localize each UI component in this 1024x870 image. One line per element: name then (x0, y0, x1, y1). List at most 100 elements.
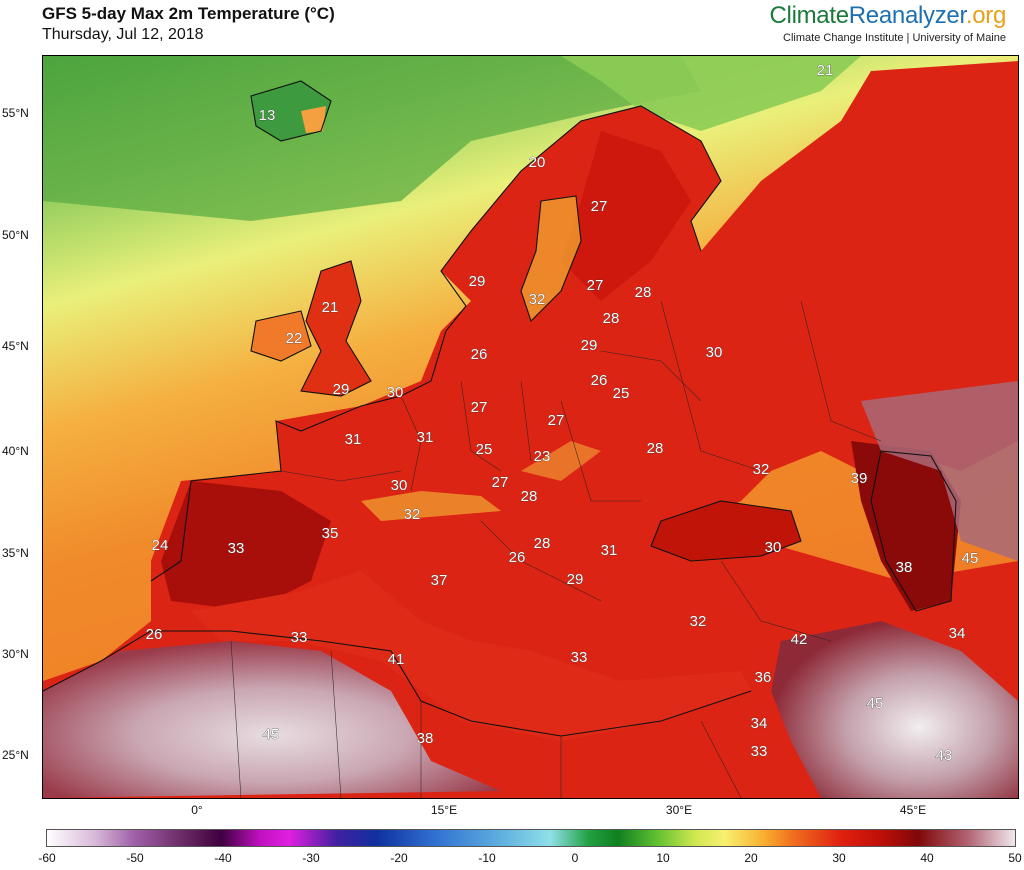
ireland (251, 311, 311, 361)
lat-label-25: 25°N (2, 748, 29, 762)
temperature-label: 45 (962, 550, 979, 567)
steppe-extreme (861, 381, 1018, 561)
colorbar-tick: 30 (832, 851, 846, 865)
black-sea (651, 501, 801, 561)
colorbar-tick: 40 (920, 851, 934, 865)
arabia-desert (771, 621, 1018, 798)
arctic-cold-zone (43, 56, 701, 221)
temperature-label: 33 (571, 649, 588, 666)
lon-label-45e: 45°E (899, 803, 927, 817)
lat-label-55: 55°N (2, 106, 29, 120)
temperature-label: 24 (152, 537, 169, 554)
iceland-warm-spot (301, 106, 326, 133)
temperature-label: 29 (567, 571, 584, 588)
temperature-label: 21 (322, 299, 339, 316)
temperature-label: 27 (548, 412, 565, 429)
coastline-europe (150, 105, 722, 582)
temperature-label: 38 (417, 730, 434, 747)
colorbar-tick: -60 (38, 851, 56, 865)
map-title: GFS 5-day Max 2m Temperature (°C) (42, 4, 335, 23)
temperature-label: 39 (851, 470, 868, 487)
colorbar-tick: -30 (302, 851, 320, 865)
carpathian-band (521, 441, 601, 481)
coastline-britain (300, 260, 372, 397)
colorbar (46, 829, 1016, 847)
temperature-label: 43 (936, 747, 953, 764)
temperature-label: 26 (471, 346, 488, 363)
temperature-label: 33 (228, 540, 245, 557)
colorbar-tick: -20 (390, 851, 408, 865)
border-lines-east (480, 300, 882, 642)
colorbar-tick: 0 (571, 851, 579, 865)
temperature-label: 20 (529, 154, 546, 171)
temperature-label: 29 (333, 381, 350, 398)
coastline-ireland (250, 310, 312, 362)
temperature-label: 29 (469, 273, 486, 290)
temperature-label: 28 (521, 488, 538, 505)
lat-label-40: 40°N (2, 444, 29, 458)
colorbar-tick: -40 (214, 851, 232, 865)
arctic-coast-green (561, 56, 861, 131)
coastline-north-africa (43, 630, 752, 737)
temperature-map[interactable]: 21 13 20 27 29 32 27 28 21 28 22 29 26 30 26 29 30 25 27 27… (42, 55, 1019, 799)
temperature-label: 26 (591, 372, 608, 389)
temperature-label: 33 (291, 629, 308, 646)
temperature-label: 41 (388, 651, 405, 668)
temperature-label: 32 (753, 461, 770, 478)
temperature-label: 27 (492, 474, 509, 491)
lon-label-0: 0° (191, 803, 203, 817)
temperature-label: 28 (603, 310, 620, 327)
baltic-sea (521, 196, 581, 321)
temperature-label: 27 (591, 198, 608, 215)
temperature-label: 28 (647, 440, 664, 457)
lon-label-15e: 15°E (430, 803, 458, 817)
temperature-label: 30 (765, 539, 782, 556)
temperature-label: 30 (706, 344, 723, 361)
coastline-iceland (250, 80, 332, 142)
colorbar-tick: 50 (1008, 851, 1022, 865)
affiliation: Climate Change Institute | University of… (783, 32, 1006, 44)
brand-part-climate: Climate (769, 2, 850, 29)
temperature-label: 13 (259, 107, 276, 124)
temperature-label: 31 (417, 429, 434, 446)
temperature-label: 32 (529, 291, 546, 308)
border-lines-africa (230, 640, 742, 798)
colorbar-tick: 20 (744, 851, 758, 865)
caspian-heat (851, 441, 961, 611)
temperature-label: 28 (534, 535, 551, 552)
temperature-label: 45 (263, 726, 280, 743)
temperature-label: 34 (751, 715, 768, 732)
temperature-label: 32 (690, 613, 707, 630)
lat-label-45: 45°N (2, 339, 29, 353)
temperature-label: 25 (476, 441, 493, 458)
temperature-label: 22 (286, 330, 303, 347)
temperature-label: 38 (896, 559, 913, 576)
map-date: Thursday, Jul 12, 2018 (42, 26, 204, 43)
brand-logo[interactable]: ClimateReanalyzer.org (770, 2, 1007, 30)
temperature-label: 30 (391, 477, 408, 494)
colorbar-tick: -10 (478, 851, 496, 865)
temperature-label: 27 (471, 399, 488, 416)
temperature-label: 23 (534, 448, 551, 465)
temperature-label: 26 (509, 549, 526, 566)
great-britain (301, 261, 371, 396)
temperature-label: 37 (431, 572, 448, 589)
lat-label-30: 30°N (2, 647, 29, 661)
brand-part-org: .org (965, 2, 1006, 29)
temperature-label: 36 (755, 669, 772, 686)
temperature-labels: 21 13 20 27 29 32 27 28 21 28 22 29 26 30 26 29 30 25 27 27… (145, 62, 979, 765)
colorbar-tick: 10 (656, 851, 670, 865)
coastline-black-sea (650, 500, 802, 562)
temperature-label: 21 (817, 62, 834, 79)
temperature-label: 27 (587, 277, 604, 294)
temperature-label: 45 (867, 695, 884, 712)
temperature-label: 29 (581, 337, 598, 354)
border-lines-west (280, 350, 702, 502)
lat-label-50: 50°N (2, 228, 29, 242)
temperature-label: 34 (949, 625, 966, 642)
temperature-label: 26 (146, 626, 163, 643)
scandinavia-heat (561, 131, 691, 301)
lon-label-30e: 30°E (665, 803, 693, 817)
temperature-label: 30 (387, 384, 404, 401)
iberia-heat (161, 481, 331, 611)
